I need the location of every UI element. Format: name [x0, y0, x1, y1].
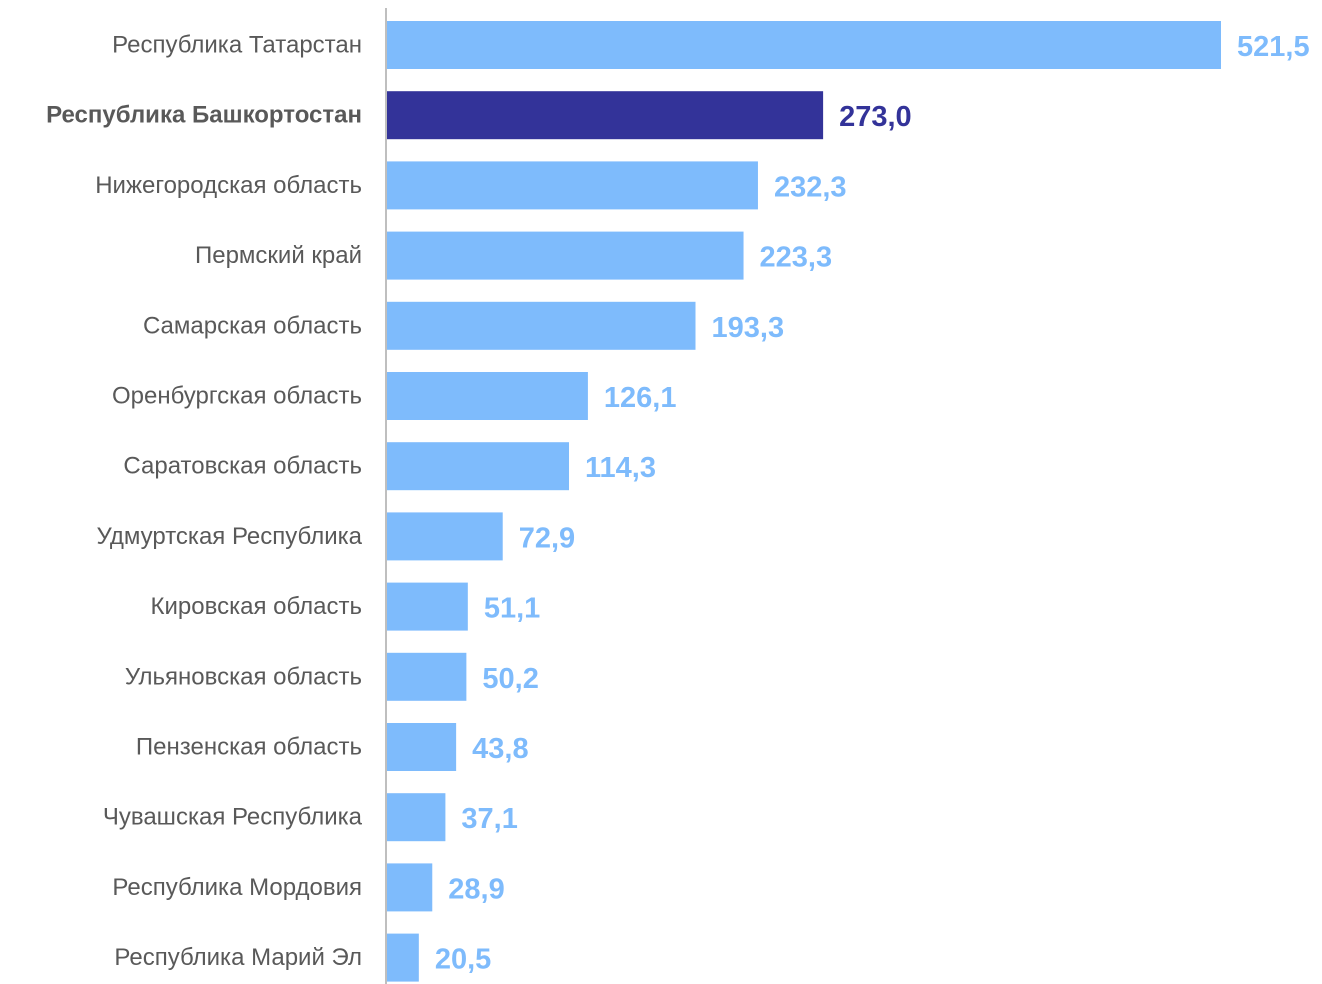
category-label: Республика Татарстан — [112, 32, 362, 59]
bar — [387, 372, 588, 420]
category-label: Саратовская область — [123, 453, 362, 480]
category-label: Нижегородская область — [95, 172, 362, 199]
bar — [387, 793, 446, 842]
bar — [387, 582, 468, 631]
value-label: 37,1 — [461, 803, 517, 835]
value-label: 521,5 — [1237, 31, 1310, 63]
category-label: Республика Марий Эл — [114, 944, 362, 971]
bar — [387, 723, 457, 771]
bar — [387, 301, 696, 350]
bar — [387, 91, 824, 140]
value-label: 223,3 — [760, 242, 833, 274]
category-label: Пензенская область — [136, 734, 362, 761]
bar — [387, 161, 758, 210]
value-label: 114,3 — [585, 452, 656, 484]
category-label: Республика Башкортостан — [46, 102, 362, 129]
value-label: 50,2 — [482, 663, 538, 695]
value-label: 126,1 — [604, 382, 677, 414]
bar — [387, 231, 744, 280]
bar-group: Республика Татарстан 521,5 Республика Башк… — [46, 21, 1310, 982]
bar — [387, 933, 419, 982]
category-label: Самарская область — [143, 312, 362, 339]
value-label: 20,5 — [435, 944, 491, 976]
value-label: 28,9 — [448, 873, 504, 905]
category-label: Оренбургская область — [112, 383, 362, 410]
bar — [387, 512, 503, 561]
value-label: 51,1 — [484, 593, 540, 625]
category-label: Кировская область — [151, 593, 362, 620]
bar — [387, 21, 1221, 69]
category-label: Чувашская Республика — [103, 804, 363, 831]
category-label: Пермский край — [195, 242, 362, 269]
bar — [387, 442, 570, 491]
category-label: Республика Мордовия — [112, 874, 362, 901]
value-label: 72,9 — [519, 522, 575, 554]
value-label: 273,0 — [839, 101, 912, 133]
category-label: Ульяновская область — [125, 663, 362, 690]
bar — [387, 863, 433, 912]
value-label: 232,3 — [774, 171, 847, 203]
category-label: Удмуртская Республика — [97, 523, 363, 550]
bar — [387, 652, 467, 701]
value-label: 193,3 — [712, 312, 785, 344]
value-label: 43,8 — [472, 733, 528, 765]
